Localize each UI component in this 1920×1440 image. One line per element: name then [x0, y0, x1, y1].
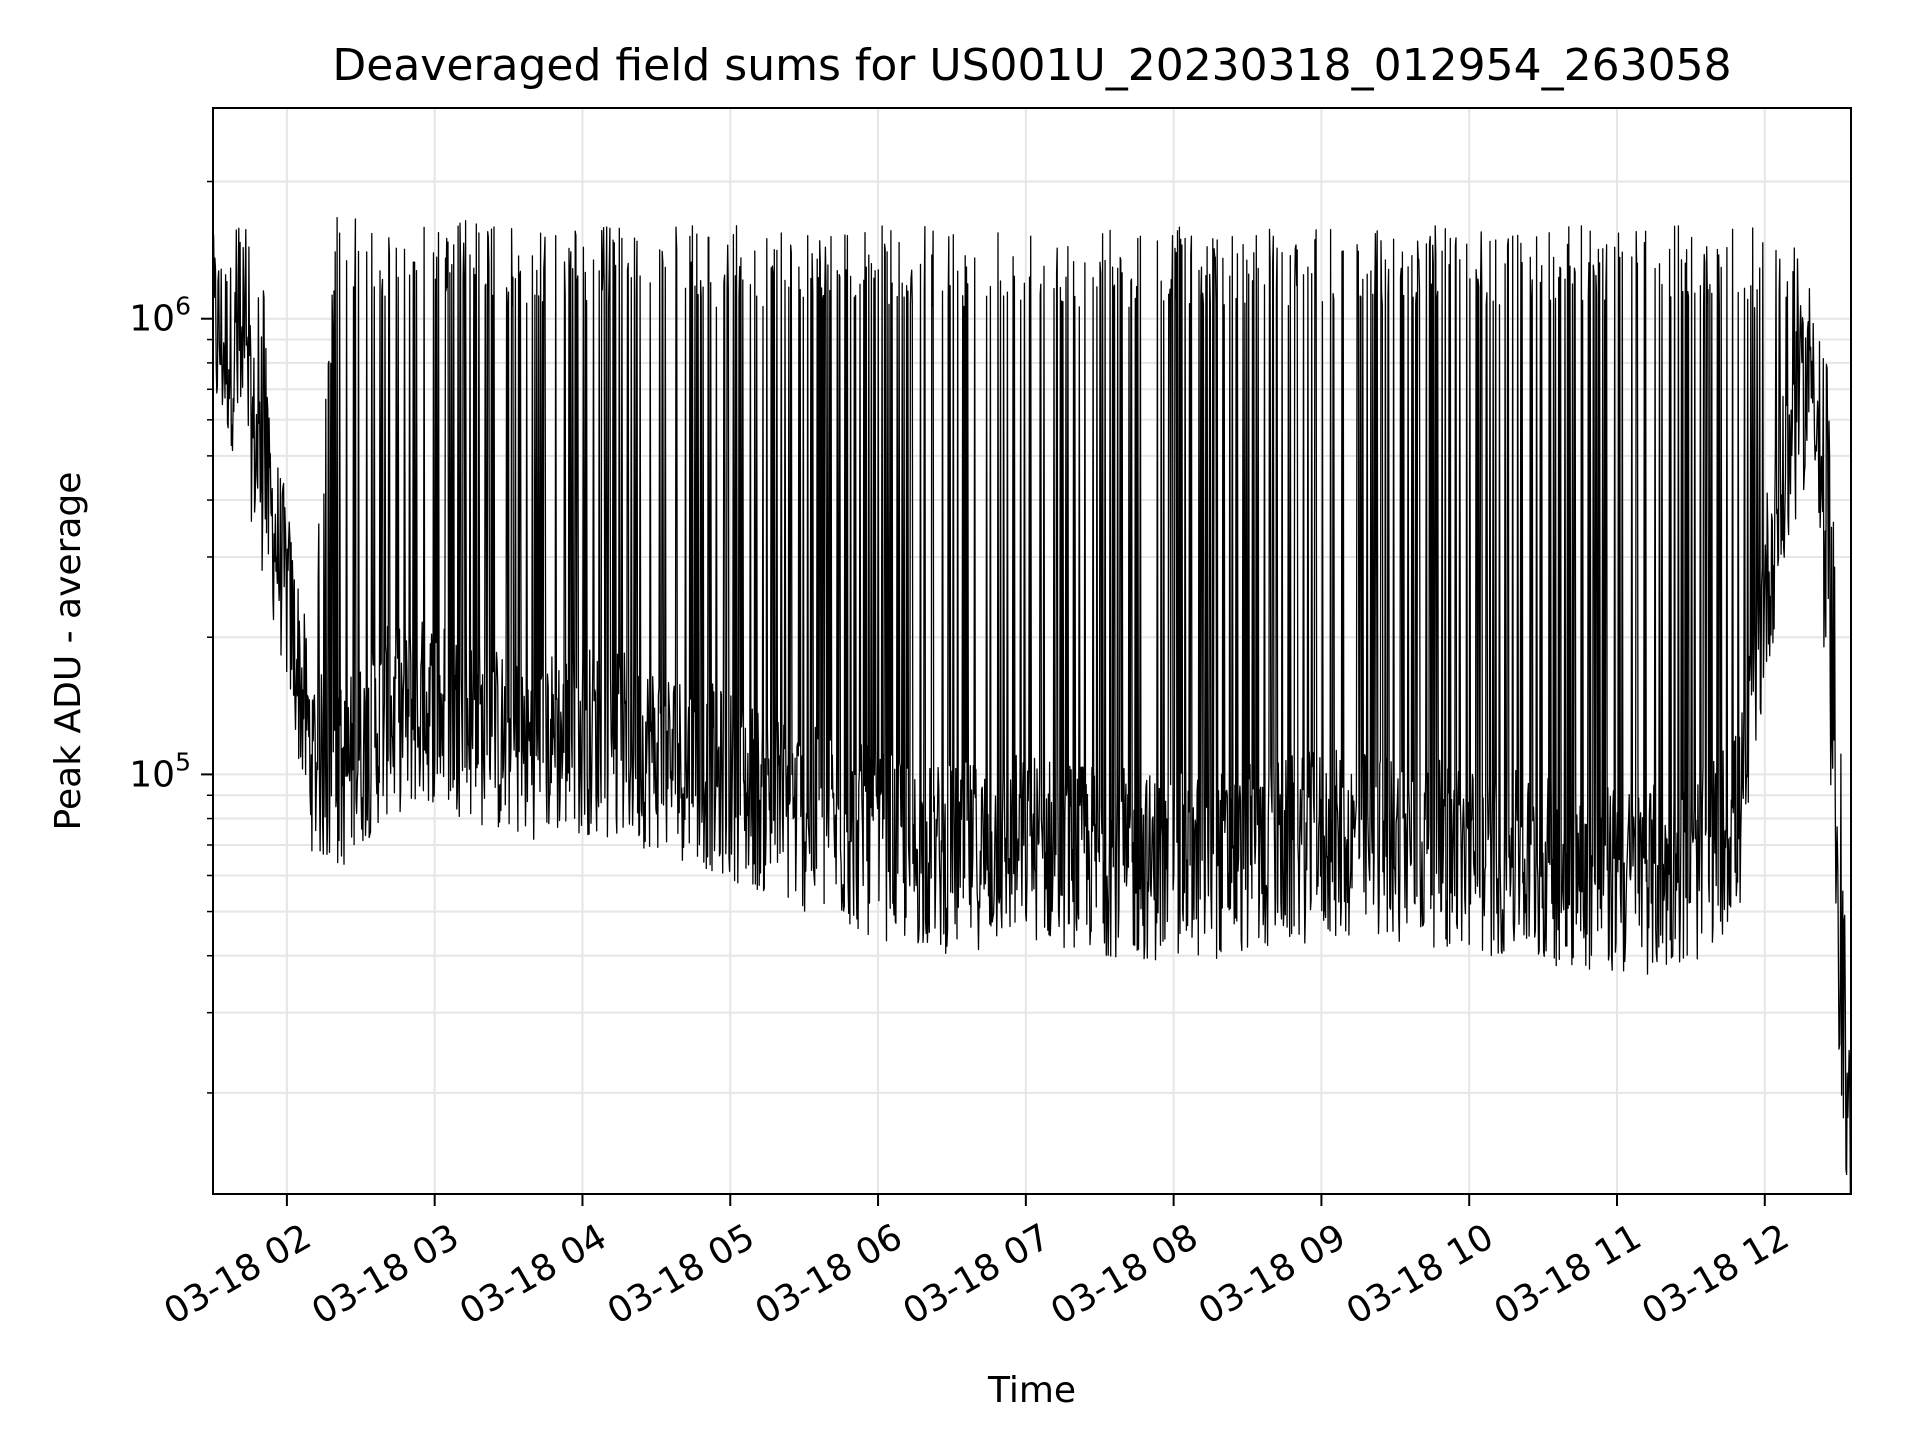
axes-frame [212, 107, 1852, 1195]
x-tick-label: 03-18 10 [1340, 1216, 1501, 1332]
x-tick-label: 03-18 09 [1192, 1216, 1353, 1332]
plot-area [213, 216, 1851, 1194]
chart-title: Deaveraged field sums for US001U_2023031… [332, 40, 1731, 91]
series-line [213, 216, 1851, 1194]
y-tick-label: 106 [129, 292, 191, 340]
y-axis-label: Peak ADU - average [48, 472, 89, 831]
x-tick-label: 03-18 05 [601, 1216, 762, 1332]
x-tick-label: 03-18 07 [896, 1216, 1057, 1332]
x-tick-label: 03-18 08 [1044, 1216, 1205, 1332]
x-tick-label: 03-18 02 [158, 1216, 319, 1332]
x-tick-label: 03-18 11 [1488, 1216, 1649, 1332]
x-tick-label: 03-18 04 [453, 1216, 614, 1332]
x-tick-label: 03-18 03 [305, 1216, 466, 1332]
x-axis-label: Time [987, 1370, 1076, 1411]
x-tick-label: 03-18 06 [749, 1216, 910, 1332]
y-axis: 105 106 [129, 180, 213, 1094]
x-tick-label: 03-18 12 [1635, 1216, 1796, 1332]
y-tick-label: 105 [129, 747, 191, 795]
